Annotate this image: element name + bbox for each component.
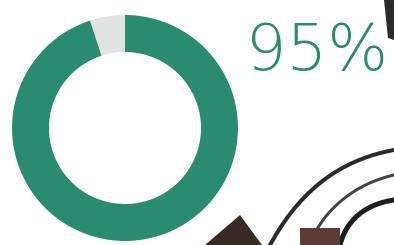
device <box>205 215 262 245</box>
page: 95% (() => { const data = JSON.parse(doc… <box>0 0 394 245</box>
value-label: 95% <box>246 12 388 86</box>
wire <box>340 200 394 245</box>
chart: 95% <box>0 0 394 245</box>
device <box>300 228 340 245</box>
